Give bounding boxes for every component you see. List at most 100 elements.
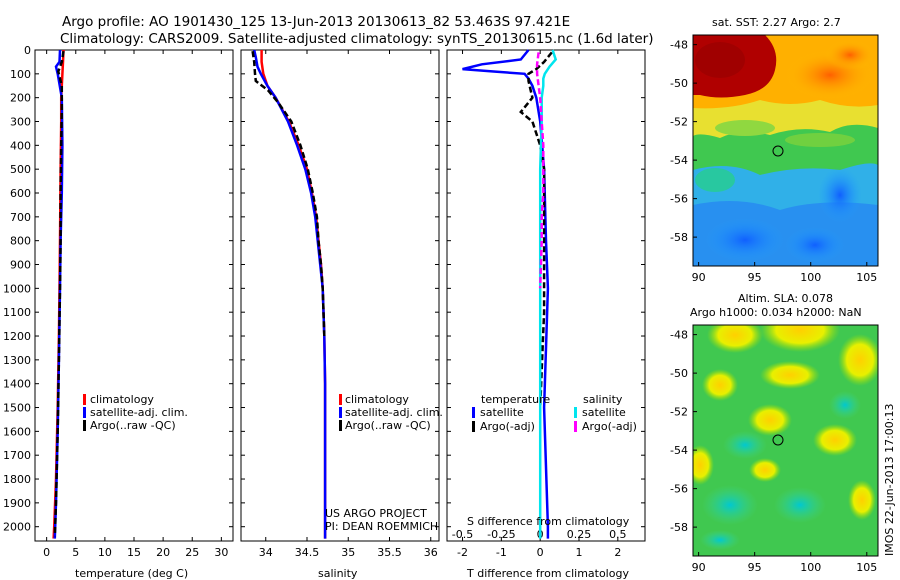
sla-map-title: Altim. SLA: 0.078 [738, 292, 833, 305]
depth-tick-label: 2000 [3, 521, 31, 534]
map-x-tick-label: 95 [748, 561, 762, 574]
x-tick-label: 35 [341, 546, 355, 559]
map-y-tick-label: -52 [670, 116, 688, 129]
depth-tick-label: 1200 [3, 330, 31, 343]
sst-map-axes: 90 95 100 105 -48 -50 -52 -54 -56 -58 [670, 39, 877, 284]
s-difference-x-axis: -0.5 -0.25 0 0.25 0.5 [452, 528, 627, 541]
map-y-tick-label: -52 [670, 406, 688, 419]
series-satellite-adj-clim [252, 49, 327, 539]
map-x-tick-label: 95 [748, 271, 762, 284]
legend-argo: Argo(..raw -QC) [90, 419, 176, 432]
depth-tick-label: 1500 [3, 402, 31, 415]
x-tick-label: 2 [614, 546, 621, 559]
depth-tick-label: 100 [10, 68, 31, 81]
x-tick-label: 30 [214, 546, 228, 559]
series-climatology [260, 50, 327, 539]
map-x-tick-label: 90 [692, 561, 706, 574]
x-tick-label: 0 [537, 546, 544, 559]
legend-swatch-climatology [339, 394, 342, 405]
s-diff-tick-label: -0.5 [452, 528, 473, 541]
map-x-tick-label: 100 [800, 271, 821, 284]
depth-tick-label: 700 [10, 211, 31, 224]
x-tick-label: 0 [43, 546, 50, 559]
depth-tick-label: 500 [10, 163, 31, 176]
depth-tick-label: 1900 [3, 497, 31, 510]
legend-swatch-s-argo [574, 421, 577, 432]
legend-head-temperature: temperature [481, 393, 550, 406]
salinity-legend: climatology satellite-adj. clim. Argo(..… [339, 393, 443, 432]
depth-tick-label: 200 [10, 92, 31, 105]
depth-tick-label: 1800 [3, 473, 31, 486]
map-y-tick-label: -58 [670, 521, 688, 534]
map-y-tick-label: -54 [670, 444, 688, 457]
map-x-tick-label: 105 [856, 271, 877, 284]
temperature-panel-frame [34, 49, 234, 542]
side-stamp: IMOS 22-Jun-2013 17:00:13 [883, 403, 896, 556]
s-difference-axis-label: S difference from climatology [467, 515, 630, 528]
legend-climatology: climatology [90, 393, 154, 406]
depth-tick-label: 1400 [3, 378, 31, 391]
sla-map-frame [692, 324, 879, 557]
salinity-series [251, 49, 327, 539]
depth-tick-label: 1600 [3, 425, 31, 438]
x-tick-label: 1 [576, 546, 583, 559]
map-x-tick-label: 100 [800, 561, 821, 574]
depth-tick-label: 600 [10, 187, 31, 200]
legend-s-satellite: satellite [582, 406, 626, 419]
legend-argo: Argo(..raw -QC) [345, 419, 431, 432]
legend-s-argo: Argo(-adj) [582, 420, 637, 433]
map-y-tick-label: -48 [670, 329, 688, 342]
legend-t-satellite: satellite [480, 406, 524, 419]
x-tick-label: 34 [259, 546, 273, 559]
difference-legend: temperature salinity satellite Argo(-adj… [472, 393, 637, 433]
legend-satellite: satellite-adj. clim. [90, 406, 188, 419]
depth-axis: 0 100 200 300 400 500 600 700 800 900 1000 1100 1200… [3, 44, 645, 534]
legend-swatch-argo [339, 420, 342, 431]
depth-tick-label: 1000 [3, 282, 31, 295]
series-temperature-argo-adj [519, 51, 553, 408]
t-difference-x-axis: -2 -1 0 1 2 [457, 50, 621, 559]
temperature-series [52, 49, 65, 539]
credit-line-1: US ARGO PROJECT [325, 507, 427, 520]
legend-climatology: climatology [345, 393, 409, 406]
sla-float-marker [772, 434, 784, 446]
legend-t-argo: Argo(-adj) [480, 420, 535, 433]
x-tick-label: -1 [496, 546, 507, 559]
legend-swatch-climatology [83, 394, 86, 405]
depth-tick-label: 400 [10, 139, 31, 152]
sla-map-axes: 90 95 100 105 -48 -50 -52 -54 -56 -58 [670, 329, 877, 574]
salinity-panel-frame [240, 49, 440, 542]
sst-float-marker [772, 145, 784, 157]
depth-tick-label: 1100 [3, 306, 31, 319]
x-tick-label: 36 [424, 546, 438, 559]
temperature-legend: climatology satellite-adj. clim. Argo(..… [83, 393, 188, 432]
x-tick-label: 15 [127, 546, 141, 559]
legend-swatch-satellite [339, 407, 342, 418]
x-tick-label: 25 [185, 546, 199, 559]
map-y-tick-label: -48 [670, 39, 688, 52]
depth-tick-label: 300 [10, 116, 31, 129]
salinity-axis-label: salinity [318, 567, 358, 580]
map-y-tick-label: -56 [670, 193, 688, 206]
map-y-tick-label: -50 [670, 367, 688, 380]
credit-line-2: PI: DEAN ROEMMICH [325, 520, 438, 533]
series-salinity-argo-adj [535, 52, 545, 289]
t-difference-axis-label: T difference from climatology [466, 567, 629, 580]
salinity-x-axis: 34 34.5 35 35.5 36 [259, 50, 438, 559]
legend-swatch-satellite [83, 407, 86, 418]
sla-map-image [693, 325, 878, 556]
sst-map-title: sat. SST: 2.27 Argo: 2.7 [712, 16, 841, 29]
s-diff-tick-label: 0.5 [609, 528, 627, 541]
depth-tick-label: 1700 [3, 449, 31, 462]
map-y-tick-label: -56 [670, 483, 688, 496]
temperature-x-axis: 0 5 10 15 20 25 30 [43, 50, 228, 559]
x-tick-label: -2 [457, 546, 468, 559]
legend-swatch-s-satellite [574, 407, 577, 418]
series-temperature-satellite [462, 49, 550, 539]
difference-panel-frame [446, 49, 646, 542]
legend-swatch-argo [83, 420, 86, 431]
title-line-2: Climatology: CARS2009. Satellite-adjuste… [60, 31, 653, 47]
depth-tick-label: 900 [10, 259, 31, 272]
legend-swatch-t-satellite [472, 407, 475, 418]
